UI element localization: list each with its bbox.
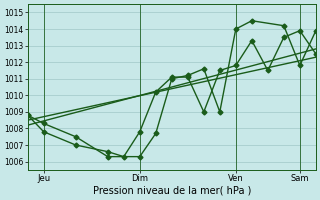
X-axis label: Pression niveau de la mer( hPa ): Pression niveau de la mer( hPa ) (92, 186, 251, 196)
